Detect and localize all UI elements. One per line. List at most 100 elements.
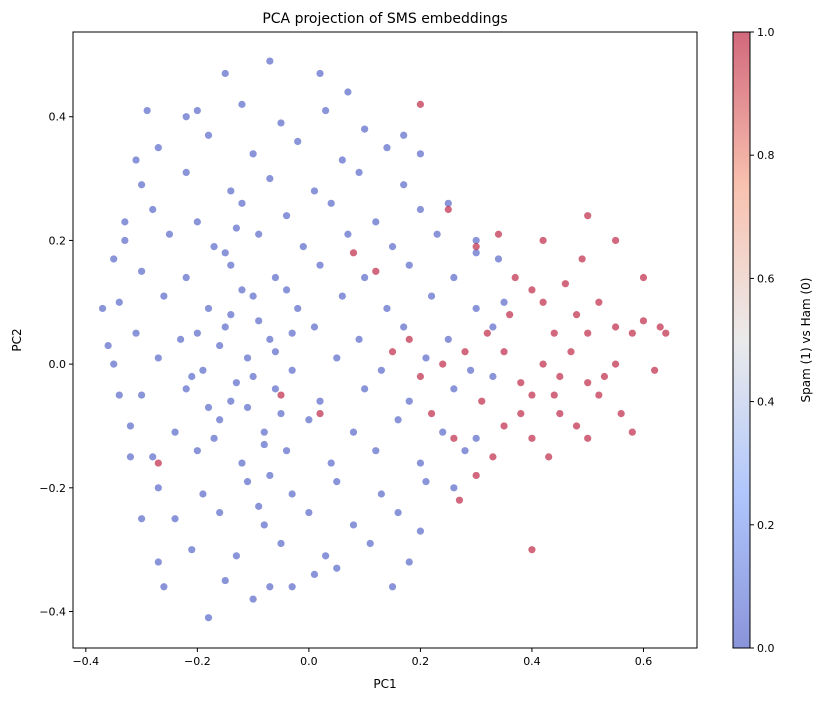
ham-point [227, 261, 235, 269]
ham-point [255, 502, 263, 510]
spam-point [611, 236, 620, 245]
ham-point [349, 428, 358, 436]
ham-point [216, 341, 224, 350]
ham-point [372, 218, 380, 226]
ham-point [121, 236, 129, 245]
ham-point [243, 354, 252, 362]
ham-point [199, 490, 207, 498]
colorbar-tick-label: 1.0 [757, 26, 775, 39]
ham-point [322, 552, 330, 560]
ham-point [232, 224, 240, 232]
ham-point [204, 403, 213, 412]
ham-point [204, 304, 213, 313]
ham-point [388, 243, 397, 251]
ham-point [416, 205, 425, 214]
ham-point [177, 335, 185, 343]
colorbar-tick-label: 0.0 [757, 642, 775, 655]
colorbar-tick-label: 0.6 [757, 272, 775, 285]
ham-point [216, 508, 224, 517]
colorbar [733, 32, 750, 648]
ham-point [372, 447, 380, 455]
ham-point [310, 323, 319, 331]
ham-point [422, 354, 430, 362]
ham-point [394, 416, 402, 424]
ham-point [260, 521, 268, 529]
ham-point [271, 273, 280, 282]
ham-point [126, 422, 135, 430]
spam-point [528, 286, 536, 294]
ham-point [489, 323, 497, 331]
ham-point [288, 366, 296, 374]
ham-point [255, 230, 263, 238]
ham-point [193, 218, 201, 226]
ham-point [182, 113, 190, 121]
ham-point [405, 261, 413, 269]
ham-point [227, 187, 235, 195]
spam-point [277, 391, 285, 399]
ham-point [450, 385, 458, 393]
ham-point [310, 570, 319, 579]
ham-point [316, 261, 324, 269]
y-tick-label: 0.2 [49, 234, 67, 247]
ham-point [115, 391, 123, 399]
ham-point [188, 546, 196, 554]
ham-point [416, 527, 425, 535]
spam-point [517, 379, 525, 387]
points-layer [98, 57, 670, 622]
ham-point [249, 372, 257, 381]
ham-point [232, 379, 240, 387]
spam-point [651, 366, 659, 374]
ham-point [204, 131, 213, 139]
spam-point [584, 212, 592, 220]
spam-point [349, 249, 358, 257]
spam-point [539, 298, 547, 306]
ham-point [282, 212, 291, 220]
ham-point [355, 335, 363, 343]
ham-point [249, 595, 257, 603]
ham-point [400, 131, 408, 139]
plot-frame [72, 31, 698, 649]
ham-point [266, 335, 274, 343]
ham-point [494, 255, 503, 263]
ham-point [266, 471, 274, 480]
ham-point [316, 397, 324, 405]
spam-point [450, 434, 458, 442]
spam-point [556, 409, 564, 418]
ham-point [204, 614, 213, 622]
ham-point [193, 106, 201, 115]
colorbar-tick-label: 0.8 [757, 149, 775, 162]
ham-point [232, 552, 240, 560]
ham-point [221, 69, 229, 78]
x-tick-label: −0.2 [184, 655, 211, 668]
spam-point [439, 360, 447, 368]
ham-point [255, 317, 263, 325]
ham-point [249, 292, 257, 300]
ham-point [137, 267, 146, 275]
colorbar-frame [732, 31, 751, 649]
spam-point [472, 243, 480, 251]
ham-point [249, 150, 257, 158]
ham-point [405, 397, 413, 405]
y-axis: −0.4 −0.2 0.0 0.2 0.4 [39, 111, 73, 619]
y-tick-label: −0.4 [39, 606, 66, 619]
y-tick-label: −0.2 [39, 482, 66, 495]
ham-point [472, 434, 480, 442]
spam-point [572, 422, 581, 430]
spam-point [405, 335, 413, 343]
ham-point [344, 88, 352, 96]
spam-point [511, 273, 519, 282]
ham-point [322, 106, 330, 115]
ham-point [361, 385, 369, 393]
ham-point [355, 168, 363, 176]
ham-point [171, 428, 179, 436]
ham-point [310, 187, 319, 195]
spam-point [444, 205, 452, 214]
ham-point [154, 144, 162, 152]
ham-point [266, 583, 274, 591]
ham-point [199, 366, 207, 374]
spam-point [489, 453, 497, 461]
ham-point [221, 249, 229, 257]
ham-point [282, 447, 291, 455]
ham-point [400, 323, 408, 331]
spam-point [550, 329, 558, 337]
